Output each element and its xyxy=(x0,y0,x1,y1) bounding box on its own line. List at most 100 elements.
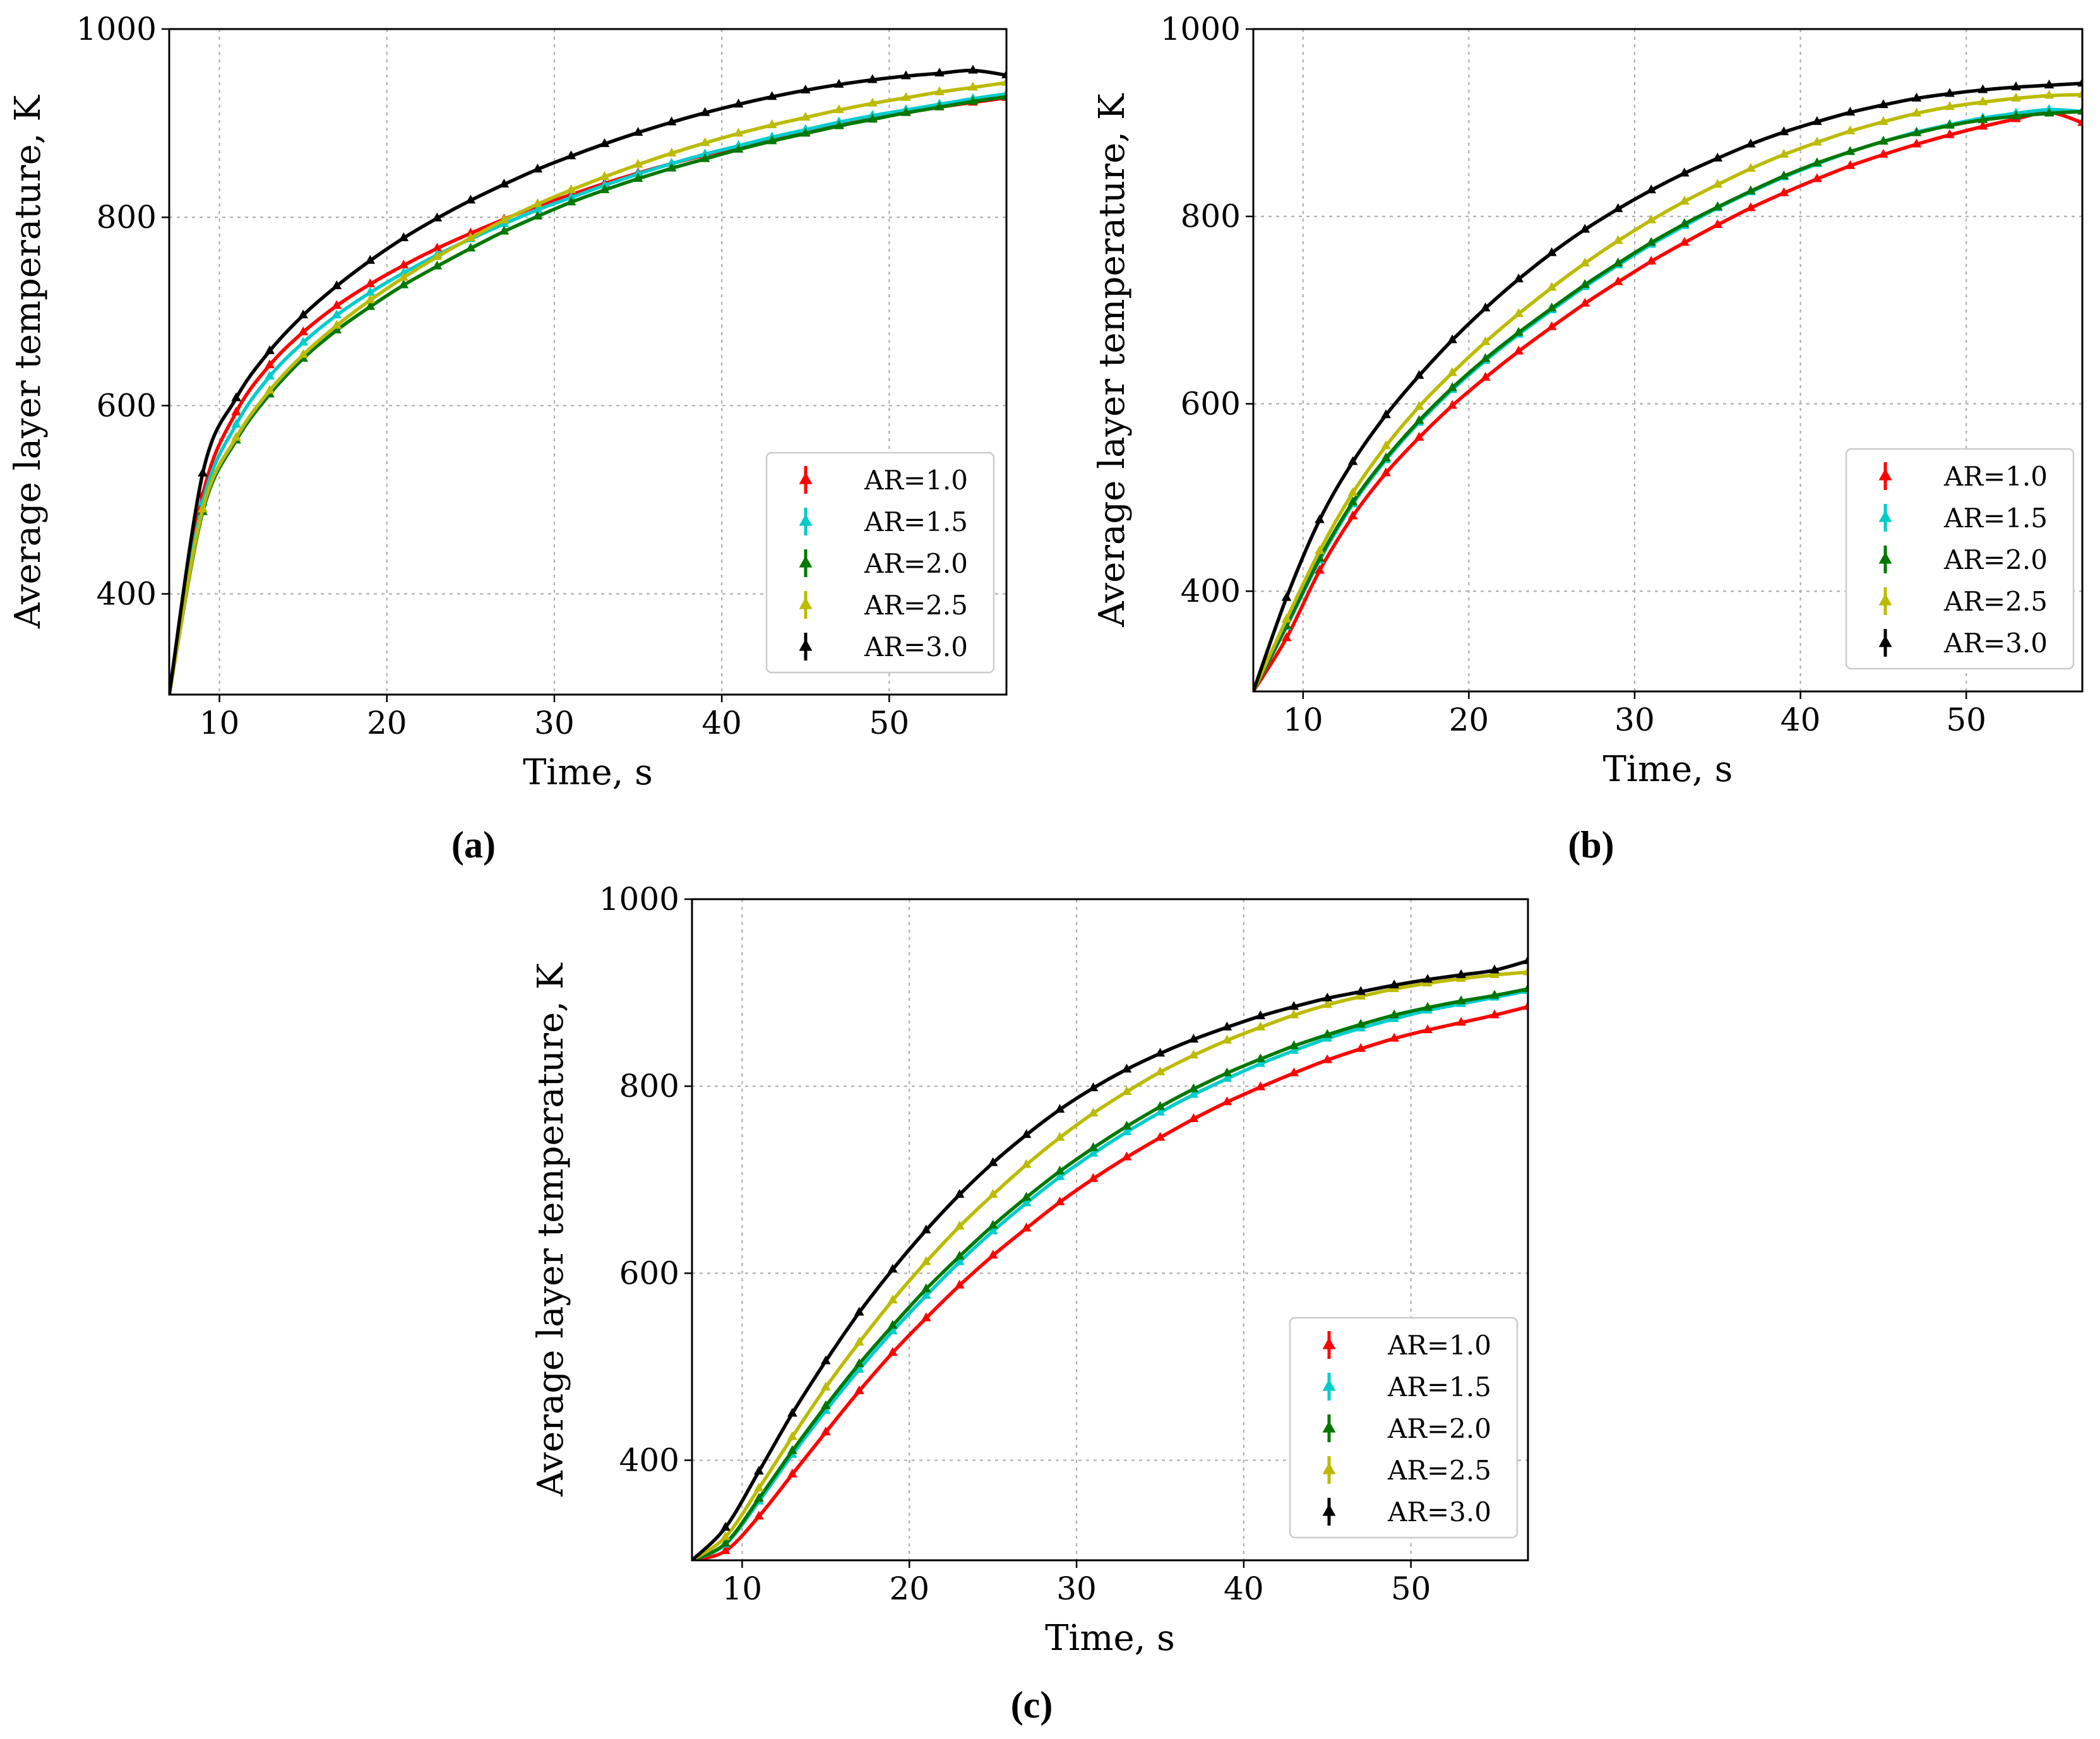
marker-ar-3-0-t57-a xyxy=(1001,69,1006,78)
marker-ar-3-0-t13-c xyxy=(787,1407,797,1417)
marker-ar-2-0-t55-b xyxy=(2044,107,2055,117)
marker-ar-1-0-t57-c xyxy=(1523,1001,1528,1010)
marker-ar-2-0-t21-b xyxy=(1480,353,1491,362)
y-tick-label-800-c: 800 xyxy=(619,1068,679,1104)
marker-ar-3-0-t11-c xyxy=(754,1466,764,1475)
marker-ar-3-0-t55-a xyxy=(968,64,978,74)
marker-ar-1-0-t29-b xyxy=(1613,276,1623,285)
marker-ar-3-0-t35-a xyxy=(633,126,643,136)
marker-ar-2-5-t37-c xyxy=(1188,1049,1199,1059)
marker-ar-1-0-t21-a xyxy=(398,260,409,269)
marker-ar-1-0-t43-c xyxy=(1289,1067,1299,1077)
marker-ar-3-0-t43-a xyxy=(767,91,777,100)
marker-ar-1-5-t13-a xyxy=(265,371,275,380)
legend-label-ar-3-0-b: AR=3.0 xyxy=(1943,628,2048,659)
marker-ar-1-0-t51-b xyxy=(1978,121,1988,130)
marker-ar-3-0-t23-c xyxy=(954,1188,965,1198)
marker-ar-3-0-t31-a xyxy=(566,150,576,160)
marker-ar-1-5-t17-c xyxy=(854,1363,864,1373)
marker-ar-3-0-t41-a xyxy=(733,99,744,108)
x-axis-title-a: Time, s xyxy=(523,752,653,793)
marker-ar-3-0-t15-c xyxy=(821,1355,831,1365)
marker-ar-3-0-t51-c xyxy=(1423,974,1433,983)
legend-marker-ar-2-5-b xyxy=(1878,594,1892,606)
marker-ar-2-5-t31-c xyxy=(1088,1108,1099,1117)
x-tick-label-10-b: 10 xyxy=(1283,702,1323,738)
y-tick-label-400-a: 400 xyxy=(97,575,157,612)
marker-ar-3-0-t17-c xyxy=(854,1306,864,1316)
marker-ar-1-5-t15-a xyxy=(298,337,308,346)
marker-ar-2-0-t35-a xyxy=(633,173,643,182)
marker-ar-2-5-t49-b xyxy=(1945,101,1955,111)
marker-ar-2-0-t57-c xyxy=(1523,983,1528,993)
marker-ar-2-5-t13-a xyxy=(265,385,275,394)
marker-ar-2-0-t49-b xyxy=(1945,119,1955,129)
marker-ar-2-0-t17-a xyxy=(331,325,342,334)
legend-label-ar-2-5-a: AR=2.5 xyxy=(864,590,968,621)
marker-ar-2-0-t25-a xyxy=(465,242,476,252)
marker-ar-2-0-t23-b xyxy=(1513,326,1524,336)
marker-ar-2-5-t11-c xyxy=(754,1482,764,1491)
marker-ar-2-0-t41-a xyxy=(733,143,744,153)
marker-ar-2-5-t29-b xyxy=(1613,235,1623,244)
x-tick-label-20-a: 20 xyxy=(367,705,407,741)
panel-label-c: (c) xyxy=(1011,1684,1053,1726)
marker-ar-1-0-t41-b xyxy=(1812,173,1822,182)
marker-ar-2-0-t17-c xyxy=(854,1358,864,1367)
legend-a: AR=1.0 AR=1.5 AR=2.0 AR=2.5 AR=3.0 xyxy=(765,451,995,674)
marker-ar-2-0-t37-b xyxy=(1745,185,1756,194)
marker-ar-2-5-t35-c xyxy=(1155,1066,1166,1075)
marker-ar-2-5-t27-b xyxy=(1580,257,1590,266)
marker-ar-1-0-t25-b xyxy=(1546,321,1557,330)
marker-ar-1-0-t39-b xyxy=(1779,187,1789,196)
marker-ar-2-5-t19-c xyxy=(887,1294,898,1304)
legend-label-ar-3-0-c: AR=3.0 xyxy=(1387,1497,1491,1527)
marker-ar-1-5-t31-c xyxy=(1088,1147,1099,1157)
legend-c: AR=1.0 AR=1.5 AR=2.0 AR=2.5 AR=3.0 xyxy=(1289,1317,1518,1539)
legend-label-ar-1-5-b: AR=1.5 xyxy=(1943,503,2048,534)
marker-ar-1-5-t39-c xyxy=(1222,1073,1232,1082)
marker-ar-2-0-t51-c xyxy=(1423,1001,1433,1011)
marker-ar-2-0-t15-c xyxy=(821,1400,831,1409)
marker-ar-1-0-t15-a xyxy=(298,326,308,335)
marker-ar-2-0-t47-c xyxy=(1356,1019,1366,1028)
series-b xyxy=(1253,78,2082,691)
marker-ar-2-5-t51-a xyxy=(901,92,911,101)
marker-ar-2-5-t55-c xyxy=(1489,969,1500,978)
marker-ar-3-0-t41-b xyxy=(1812,116,1822,125)
marker-ar-1-0-t43-b xyxy=(1845,160,1856,169)
marker-ar-2-0-t33-c xyxy=(1121,1120,1132,1130)
marker-ar-2-0-t57-b xyxy=(2077,105,2082,115)
legend-marker-ar-1-0-a xyxy=(799,472,813,484)
marker-ar-2-0-t43-b xyxy=(1845,146,1856,155)
marker-ar-3-0-t11-a xyxy=(231,392,241,402)
y-tick-label-400-c: 400 xyxy=(619,1442,679,1479)
marker-ar-3-0-t25-b xyxy=(1546,247,1557,256)
marker-ar-2-0-t37-c xyxy=(1188,1083,1199,1092)
marker-ar-1-0-t17-b xyxy=(1414,431,1424,441)
marker-ar-1-5-t23-c xyxy=(954,1256,965,1265)
x-axis-title-c: Time, s xyxy=(1045,1618,1175,1659)
legend-label-ar-1-5-c: AR=1.5 xyxy=(1387,1371,1491,1402)
marker-ar-2-5-t27-c xyxy=(1021,1159,1032,1168)
marker-ar-2-5-t25-b xyxy=(1546,282,1557,291)
marker-ar-3-0-t27-c xyxy=(1021,1129,1032,1138)
marker-ar-2-5-t11-b xyxy=(1315,545,1325,554)
marker-ar-2-0-t57-a xyxy=(1001,91,1006,100)
marker-ar-2-5-t31-a xyxy=(566,184,576,193)
marker-ar-2-5-t31-b xyxy=(1646,214,1657,224)
marker-ar-2-0-t27-b xyxy=(1580,279,1590,289)
series-line-ar-2-5-b xyxy=(1253,93,2082,691)
x-tick-label-30-c: 30 xyxy=(1056,1570,1097,1607)
marker-ar-2-5-t17-a xyxy=(331,320,342,329)
marker-ar-2-0-t49-a xyxy=(868,114,878,123)
marker-ar-3-0-t47-c xyxy=(1356,986,1366,995)
y-tick-label-400-b: 400 xyxy=(1181,573,1241,609)
series-line-ar-1-5-c xyxy=(692,989,1528,1560)
marker-ar-1-0-t35-b xyxy=(1712,219,1723,229)
marker-ar-2-0-t29-c xyxy=(1054,1165,1065,1174)
marker-ar-3-0-t43-c xyxy=(1289,1001,1299,1010)
marker-ar-3-0-t49-b xyxy=(1945,88,1955,97)
x-tick-label-10-a: 10 xyxy=(200,705,240,741)
ticks-c: 10 20 30 40 50 400 600 800 1000 xyxy=(599,881,1431,1607)
